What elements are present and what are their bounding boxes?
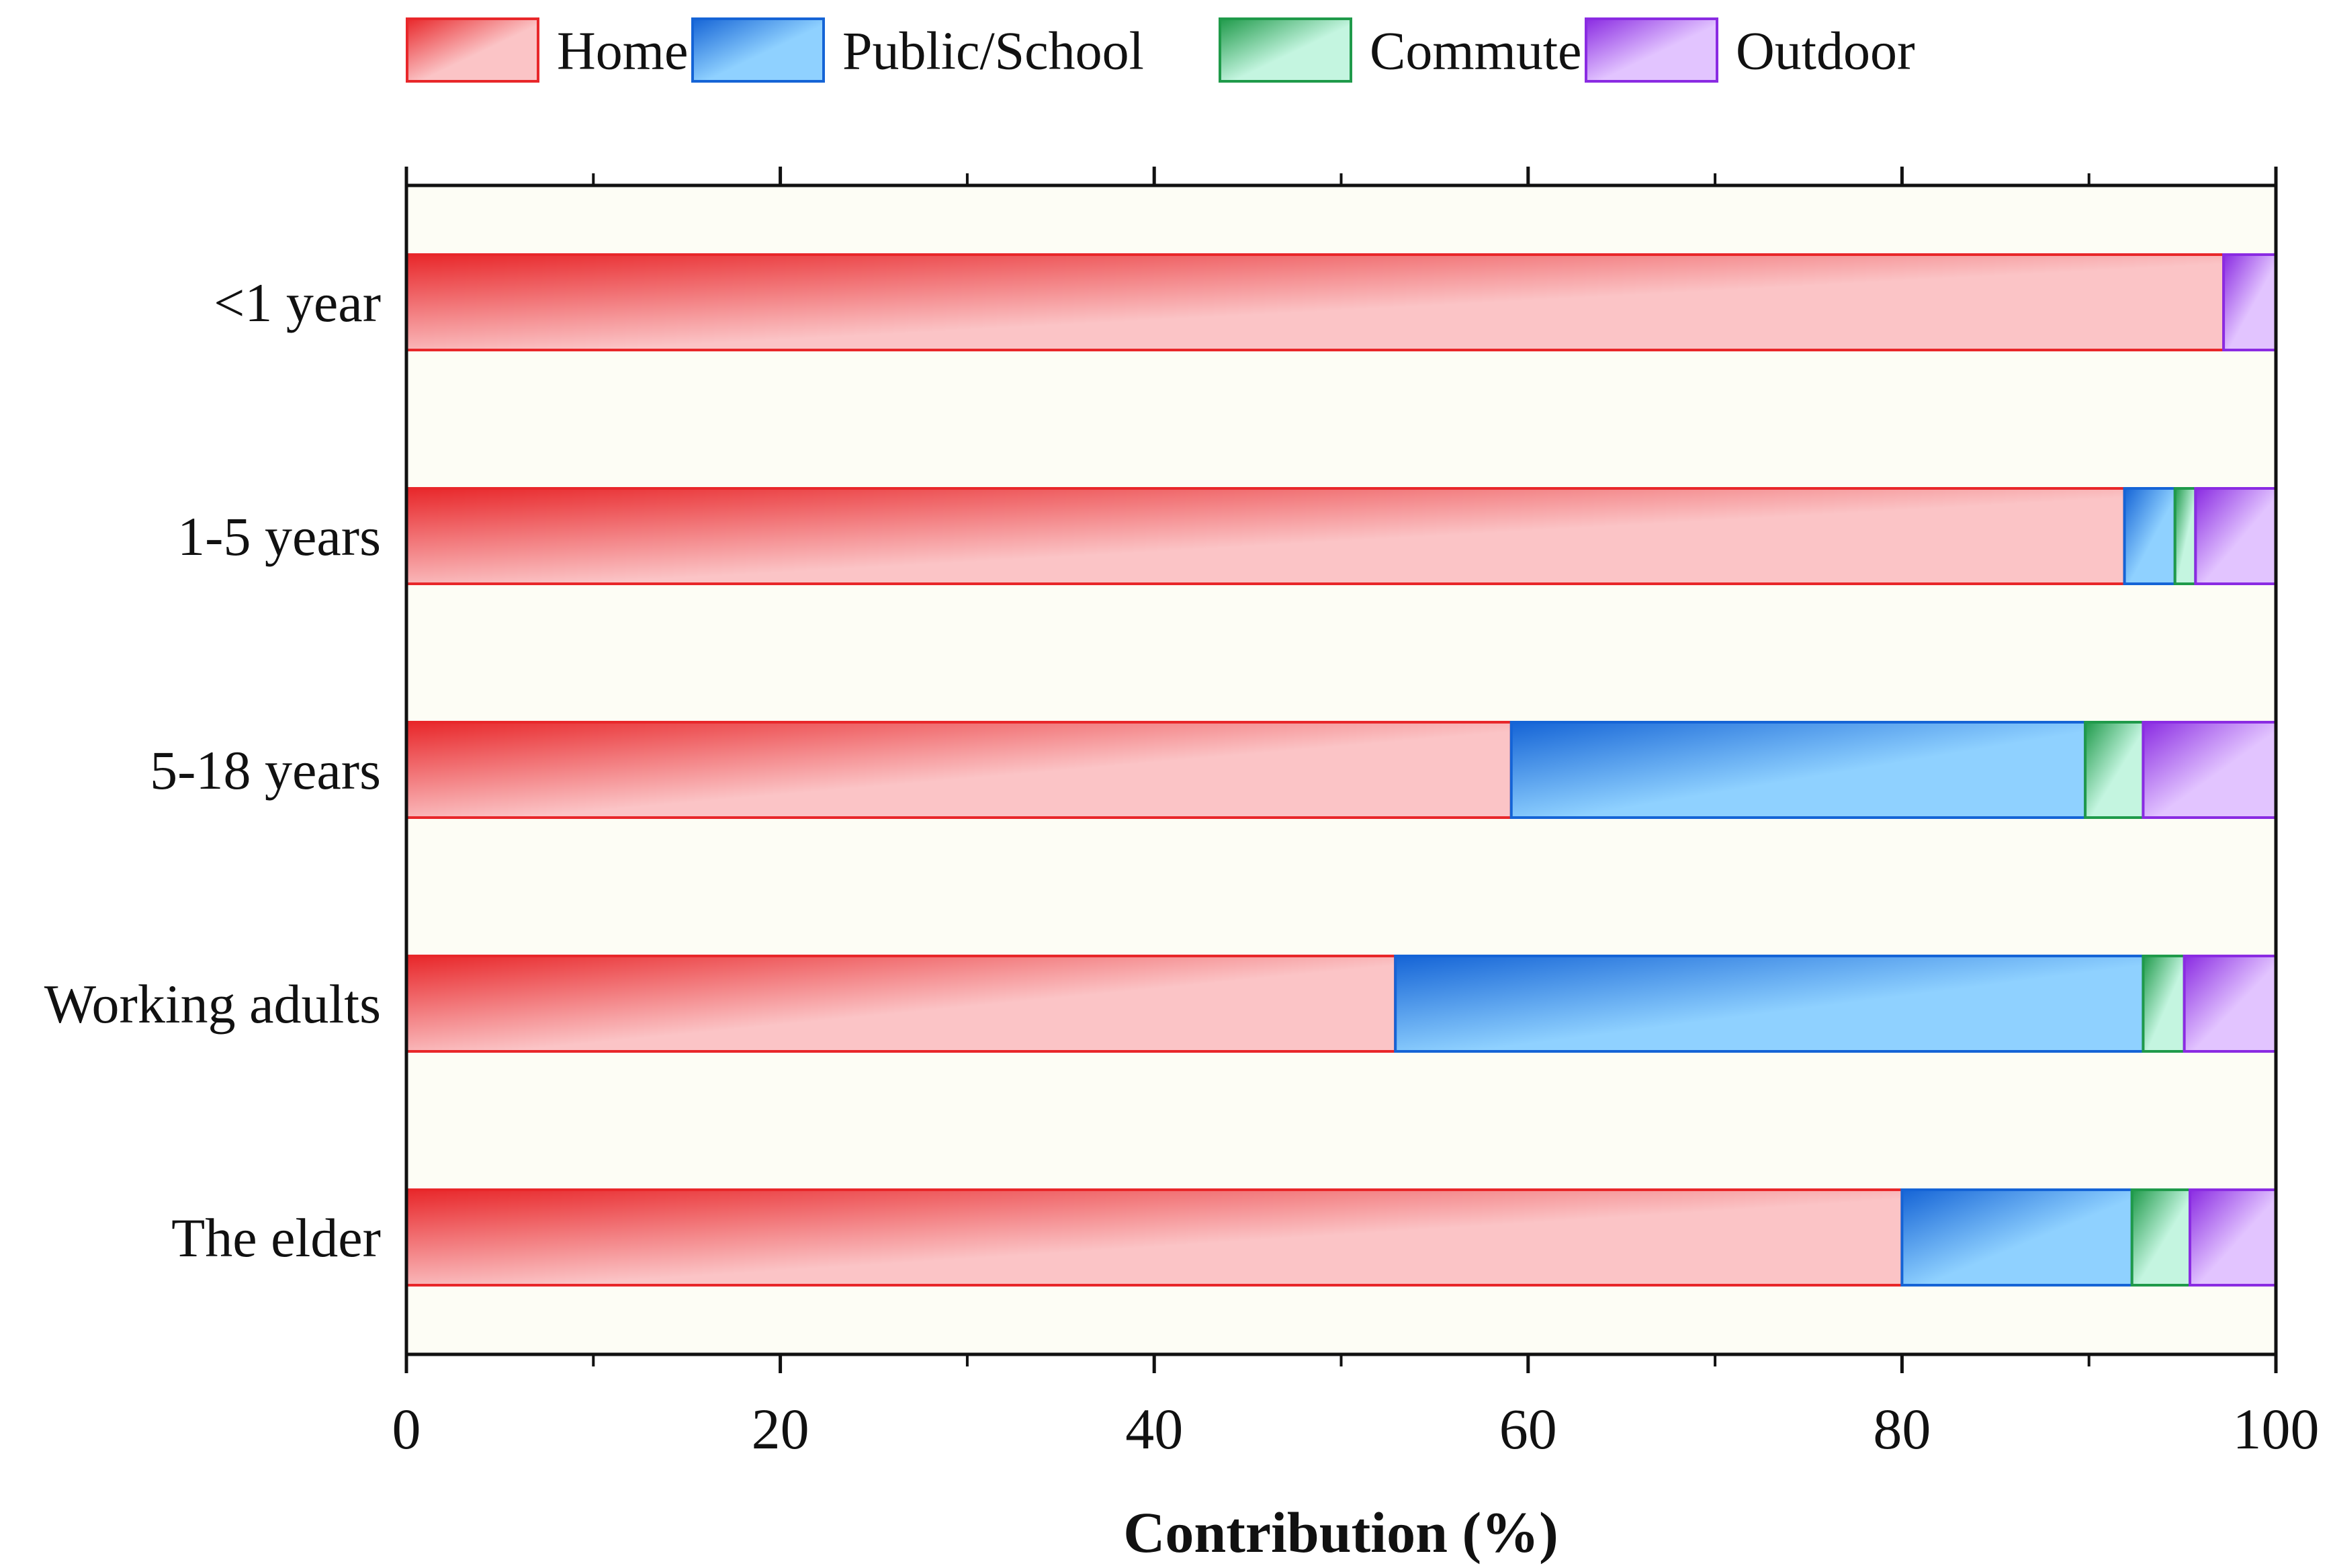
legend-item-commute: Commute [1219,17,1582,83]
bars-group [405,253,2278,1287]
legend-swatch-outdoor [1585,17,1718,83]
x-tick-label: 20 [752,1397,809,1461]
bar-1-5-years-home [405,487,2126,585]
bar-5-18-years-commute [2084,721,2145,819]
bar-1-year-outdoor [2222,253,2277,351]
y-tick-label: 5-18 years [150,740,381,801]
y-axis: <1 year 1-5 years 5-18 years Working adults… [44,272,381,1268]
bar-the-elder-public-school [1900,1188,2134,1287]
legend-label-commute: Commute [1370,22,1582,81]
bar-working-adults-home [405,955,1397,1053]
y-tick-label: <1 year [214,272,381,333]
bar-5-18-years-home [405,721,1513,819]
bar-1-5-years-commute [2173,487,2197,585]
legend-item-outdoor: Outdoor [1585,17,1915,83]
bar-working-adults-outdoor [2183,955,2278,1053]
x-tick-label: 40 [1125,1397,1183,1461]
legend-item-home: Home [406,17,689,83]
legend-item-public-school: Public/School [691,17,1144,83]
legend-label-home: Home [557,22,689,81]
x-axis: 0 20 40 60 80 100 [392,167,2320,1461]
bar-working-adults-public-school [1394,955,2145,1053]
bar-the-elder-outdoor [2188,1188,2277,1287]
bar-1-5-years-outdoor [2194,487,2278,585]
legend-swatch-commute [1219,17,1352,83]
bar-the-elder-home [405,1188,1904,1287]
x-axis-title: Contribution (%) [1123,1500,1558,1565]
y-tick-label: The elder [171,1207,381,1268]
legend-label-outdoor: Outdoor [1736,22,1915,81]
y-tick-label: Working adults [44,973,381,1035]
x-tick-label: 100 [2233,1397,2320,1461]
bar-working-adults-commute [2142,955,2186,1053]
y-tick-label: 1-5 years [177,506,381,567]
x-tick-label: 80 [1873,1397,1931,1461]
x-tick-label: 0 [392,1397,421,1461]
legend-swatch-public-school [691,17,825,83]
bar-1-5-years-public-school [2123,487,2176,585]
x-tick-label: 60 [1499,1397,1557,1461]
bar-1-year-home [405,253,2226,351]
bar-5-18-years-outdoor [2142,721,2277,819]
legend: Home Public/School Commute Outdoor [406,17,1915,83]
bar-5-18-years-public-school [1509,721,2087,819]
legend-label-public-school: Public/School [842,22,1144,81]
legend-swatch-home [406,17,539,83]
bar-the-elder-commute [2130,1188,2191,1287]
